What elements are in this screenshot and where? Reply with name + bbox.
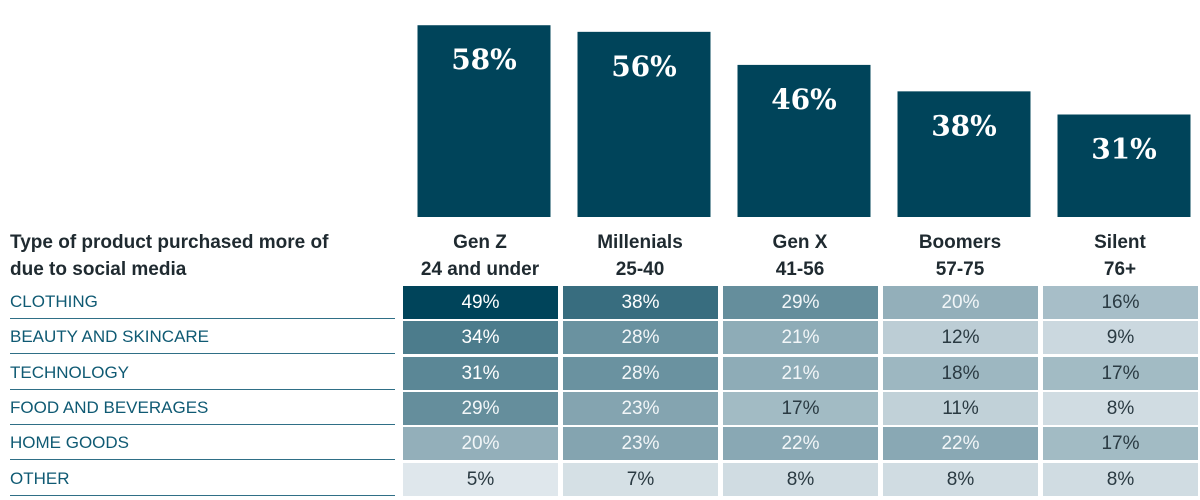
row-label: HOME GOODS	[10, 426, 395, 461]
table-cell: 17%	[1043, 427, 1198, 461]
table-cell: 20%	[403, 427, 558, 461]
bar-gen-x	[737, 64, 871, 217]
table-cell: 49%	[403, 286, 558, 319]
table-cell: 23%	[563, 427, 718, 461]
row-label: BEAUTY AND SKINCARE	[10, 320, 395, 355]
table-cell: 29%	[403, 391, 558, 425]
bar-value-label: 38%	[931, 109, 997, 142]
bar-value-label: 46%	[771, 83, 837, 116]
bar-value-label: 58%	[451, 43, 517, 76]
table-cell: 20%	[883, 286, 1038, 319]
table-cell: 8%	[1043, 391, 1198, 425]
row-label: CLOTHING	[10, 285, 395, 319]
table-title-line2: due to social media	[10, 259, 187, 280]
table-cell: 7%	[563, 462, 718, 496]
column-header-boomers: Boomers 57-75	[880, 229, 1040, 283]
table-cell: 11%	[883, 391, 1038, 425]
bar-millenials	[577, 31, 711, 217]
table-cell: 22%	[883, 427, 1038, 461]
bar-chart: 58% 56% 46% 38% 31%	[417, 25, 1191, 218]
column-header-silent: Silent 76+	[1040, 229, 1200, 283]
table-cell: 17%	[1043, 356, 1198, 390]
table-cell: 17%	[723, 391, 878, 425]
table-cell: 18%	[883, 356, 1038, 390]
table-cell: 23%	[563, 391, 718, 425]
table-title-line1: Type of product purchased more of	[10, 232, 329, 253]
table-cell: 21%	[723, 321, 878, 355]
column-header-millenials: Millenials 25-40	[560, 229, 720, 283]
column-header-range: 24 and under	[420, 259, 540, 280]
table-cell: 8%	[723, 462, 878, 496]
column-header-range: 57-75	[935, 259, 985, 280]
column-header-gen-x: Gen X 41-56	[720, 229, 880, 283]
table-cell: 9%	[1043, 321, 1198, 355]
table-cell: 28%	[563, 321, 718, 355]
column-header-gen-z: Gen Z 24 and under	[400, 229, 560, 283]
table-cell: 28%	[563, 356, 718, 390]
table-cell: 21%	[723, 356, 878, 390]
column-header-name: Gen Z	[453, 232, 507, 253]
table-cell: 5%	[403, 462, 558, 496]
row-label: TECHNOLOGY	[10, 356, 395, 390]
table-cell: 34%	[403, 321, 558, 355]
column-header-range: 76+	[1103, 259, 1137, 280]
table-cell: 38%	[563, 286, 718, 319]
bar-boomers	[897, 91, 1031, 217]
column-header-name: Boomers	[918, 232, 1002, 253]
table-cell: 12%	[883, 321, 1038, 355]
column-header-range: 25-40	[615, 259, 665, 280]
table-cell: 8%	[1043, 462, 1198, 496]
table-cell: 22%	[723, 427, 878, 461]
table-cell: 29%	[723, 286, 878, 319]
column-header-name: Silent	[1094, 232, 1146, 253]
row-label: OTHER	[10, 462, 395, 496]
bar-gen-z	[417, 25, 551, 218]
row-label: FOOD AND BEVERAGES	[10, 391, 395, 425]
column-header-name: Gen X	[772, 232, 828, 253]
table-cell: 8%	[883, 462, 1038, 496]
bar-silent	[1057, 114, 1191, 217]
bar-value-label: 31%	[1091, 133, 1157, 166]
column-header-name: Millenials	[597, 232, 683, 253]
table-title: Type of product purchased more of due to…	[10, 229, 390, 283]
table-cell: 31%	[403, 356, 558, 390]
bar-value-label: 56%	[611, 50, 677, 83]
table-cell: 16%	[1043, 286, 1198, 319]
column-header-range: 41-56	[775, 259, 825, 280]
